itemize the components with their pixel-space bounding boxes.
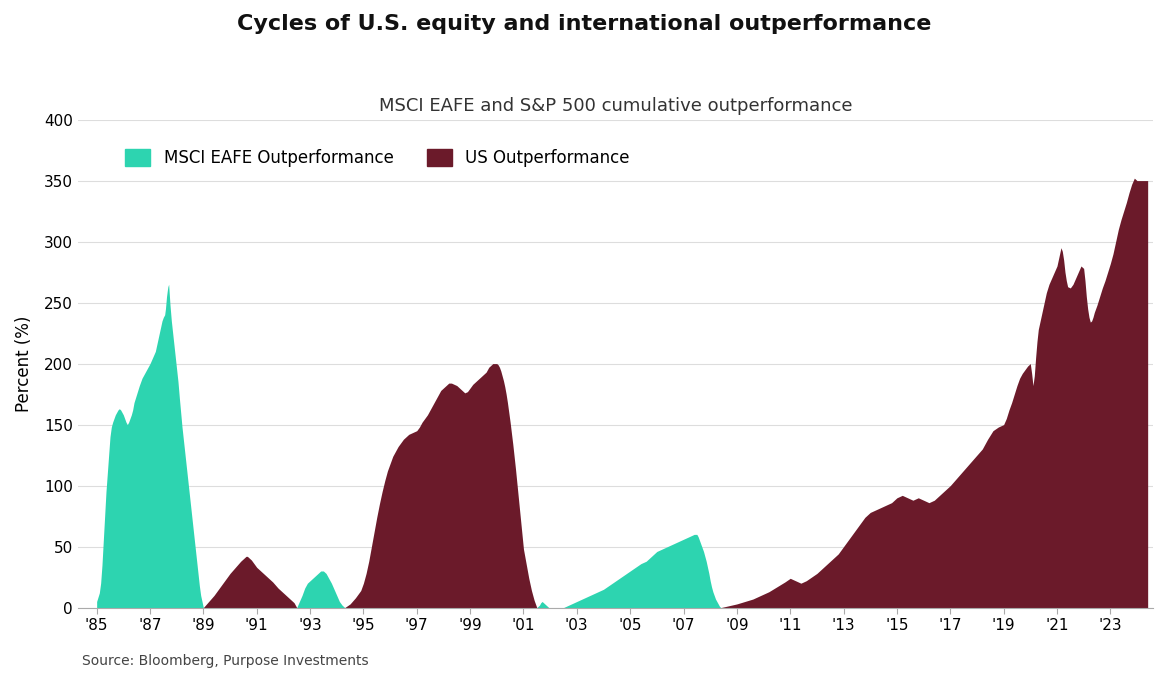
- Title: MSCI EAFE and S&P 500 cumulative outperformance: MSCI EAFE and S&P 500 cumulative outperf…: [378, 97, 853, 115]
- Y-axis label: Percent (%): Percent (%): [15, 315, 33, 412]
- Text: Source: Bloomberg, Purpose Investments: Source: Bloomberg, Purpose Investments: [82, 654, 368, 668]
- Text: Cycles of U.S. equity and international outperformance: Cycles of U.S. equity and international …: [237, 14, 931, 34]
- Legend: MSCI EAFE Outperformance, US Outperformance: MSCI EAFE Outperformance, US Outperforma…: [119, 142, 637, 174]
